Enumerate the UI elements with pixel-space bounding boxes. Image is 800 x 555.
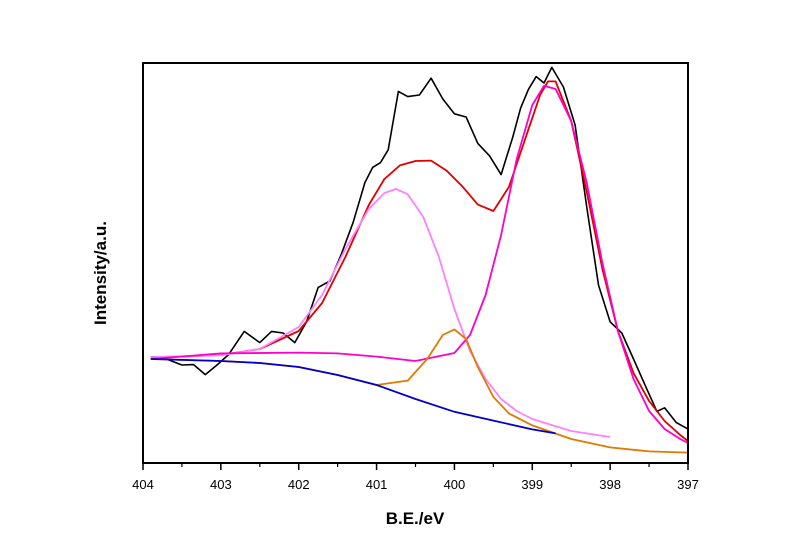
series-layer <box>150 66 688 454</box>
x-tick-label: 397 <box>677 477 699 492</box>
x-tick-label: 401 <box>366 477 388 492</box>
series-line-component-peak-2 <box>150 188 611 438</box>
y-axis-title: Intensity/a.u. <box>91 221 110 325</box>
series-line-raw-data-0 <box>150 66 688 432</box>
x-tick-label: 400 <box>444 477 466 492</box>
x-axis-ticks: 404 403 402 401 400 399 398 397 <box>132 463 699 492</box>
series-line-baseline-5 <box>150 358 556 435</box>
plot-frame <box>142 62 689 464</box>
x-axis-title: B.E./eV <box>386 509 445 528</box>
series-line-fitted-envelope-1 <box>150 80 688 443</box>
x-tick-label: 403 <box>210 477 232 492</box>
x-tick-label: 402 <box>288 477 310 492</box>
series-line-component-peak-3 <box>150 84 688 445</box>
x-tick-label: 404 <box>132 477 154 492</box>
x-tick-label: 398 <box>599 477 621 492</box>
x-tick-label: 399 <box>521 477 543 492</box>
